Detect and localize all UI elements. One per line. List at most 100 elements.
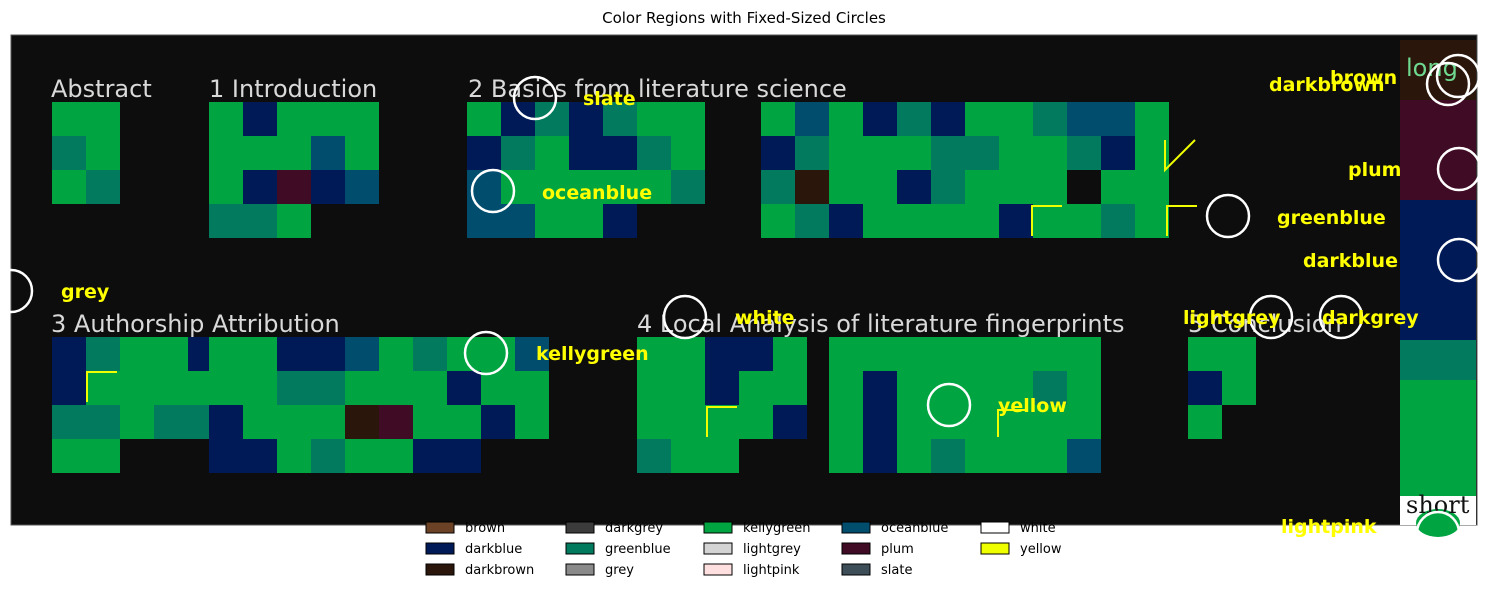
yellow-highlight — [1031, 205, 1062, 236]
tile-kellygreen — [86, 136, 120, 170]
tile-kellygreen — [1135, 102, 1169, 136]
tile-kellygreen — [52, 102, 86, 136]
tile-darkblue — [413, 439, 447, 473]
tile-kellygreen — [379, 439, 413, 473]
tile-greenblue — [931, 170, 965, 204]
tile-greenblue — [413, 337, 447, 371]
side-bar-darkblue — [1400, 200, 1476, 340]
tile-kellygreen — [447, 405, 481, 439]
tile-greenblue — [931, 439, 965, 473]
tile-kellygreen — [637, 405, 671, 439]
legend-swatch-darkbrown — [425, 563, 455, 576]
tile-oceanblue — [345, 337, 379, 371]
annotation-white: white — [735, 307, 795, 329]
tile-kellygreen — [1033, 204, 1067, 238]
tile-kellygreen — [705, 405, 739, 439]
annotation-darkbrown: darkbrown — [1269, 74, 1385, 96]
tile-kellygreen — [413, 405, 447, 439]
tile-kellygreen — [277, 439, 311, 473]
legend-label-oceanblue: oceanblue — [881, 521, 948, 536]
annotation-labels: brown darkbrown slate oceanblue plum gre… — [61, 67, 1419, 538]
tile-kellygreen — [209, 337, 243, 371]
section-label-abstract: Abstract — [51, 75, 152, 103]
tile-kellygreen — [761, 204, 795, 238]
tile-darkblue — [603, 204, 637, 238]
annotation-circle — [1318, 294, 1364, 340]
tile-greenblue — [1033, 371, 1067, 405]
tile-kellygreen — [277, 204, 311, 238]
tile-kellygreen — [897, 136, 931, 170]
legend-label-darkgrey: darkgrey — [605, 521, 663, 536]
tile-greenblue — [154, 405, 188, 439]
tile-darkblue — [209, 405, 243, 439]
tile-kellygreen — [86, 102, 120, 136]
tile-kellygreen — [243, 136, 277, 170]
tile-darkblue — [863, 405, 897, 439]
annotation-circle — [1415, 510, 1461, 556]
tile-kellygreen — [671, 136, 705, 170]
tile-greenblue — [86, 337, 120, 371]
tile-kellygreen — [120, 405, 154, 439]
tile-greenblue — [761, 170, 795, 204]
tile-greenblue — [897, 102, 931, 136]
tile-kellygreen — [1067, 371, 1101, 405]
tile-kellygreen — [1222, 337, 1256, 371]
tile-kellygreen — [637, 371, 671, 405]
tile-kellygreen — [999, 371, 1033, 405]
tile-darkblue — [761, 136, 795, 170]
tile-darkblue — [705, 337, 739, 371]
tile-kellygreen — [1135, 170, 1169, 204]
legend-label-slate: slate — [881, 563, 912, 578]
tile-kellygreen — [965, 102, 999, 136]
tile-kellygreen — [773, 371, 807, 405]
tile-darkblue — [705, 371, 739, 405]
tile-darkblue — [569, 136, 603, 170]
tile-kellygreen — [965, 337, 999, 371]
tile-kellygreen — [1188, 405, 1222, 439]
legend-swatch-lightgrey — [703, 542, 733, 555]
tile-darkblue — [243, 102, 277, 136]
tile-kellygreen — [243, 405, 277, 439]
tile-kellygreen — [965, 371, 999, 405]
tile-kellygreen — [829, 170, 863, 204]
tile-oceanblue — [1067, 439, 1101, 473]
tile-kellygreen — [209, 102, 243, 136]
tile-kellygreen — [569, 170, 603, 204]
tile-kellygreen — [515, 405, 549, 439]
tile-greenblue — [1067, 136, 1101, 170]
tile-kellygreen — [829, 371, 863, 405]
annotation-circles — [0, 53, 1482, 556]
annotation-circle — [470, 168, 516, 214]
side-label-long: long — [1406, 54, 1458, 82]
tile-kellygreen — [1067, 204, 1101, 238]
tile-kellygreen — [931, 337, 965, 371]
tile-greenblue — [795, 136, 829, 170]
tile-kellygreen — [1033, 439, 1067, 473]
tile-kellygreen — [154, 371, 188, 405]
side-bar-plum — [1400, 100, 1476, 200]
tile-kellygreen — [311, 102, 345, 136]
tile-greenblue — [52, 405, 86, 439]
legend-label-white: white — [1020, 521, 1056, 536]
tile-darkbrown — [345, 405, 379, 439]
tile-kellygreen — [739, 405, 773, 439]
tile-greenblue — [86, 405, 120, 439]
tile-kellygreen — [345, 102, 379, 136]
tile-darkblue — [897, 170, 931, 204]
tile-greenblue — [209, 204, 243, 238]
tile-kellygreen — [863, 170, 897, 204]
side-label-short: short — [1406, 491, 1470, 519]
tile-kellygreen — [209, 371, 243, 405]
tile-kellygreen — [829, 439, 863, 473]
tile-darkblue — [863, 102, 897, 136]
tile-kellygreen — [1135, 204, 1169, 238]
tile-kellygreen — [515, 371, 549, 405]
tile-oceanblue — [1067, 102, 1101, 136]
tile-darkblue — [829, 204, 863, 238]
tile-greenblue — [637, 439, 671, 473]
tile-kellygreen — [999, 136, 1033, 170]
annotation-brown: brown — [1330, 67, 1397, 89]
tile-darkblue — [467, 136, 501, 170]
legend-swatch-grey — [565, 563, 595, 576]
tile-darkblue — [447, 371, 481, 405]
